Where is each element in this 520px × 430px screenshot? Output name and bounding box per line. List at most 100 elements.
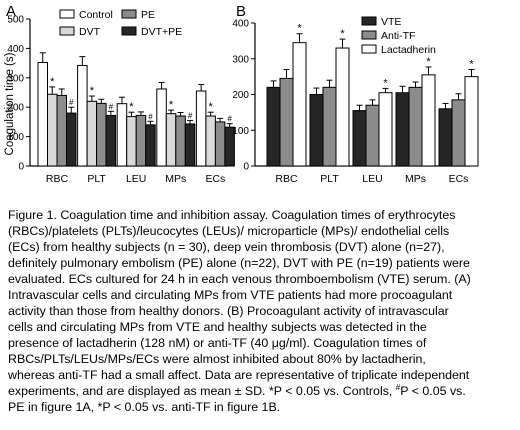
panel-b-bar [335,47,350,167]
panel-b-bar [365,104,380,167]
panel-a-y-tick-label: 300 [7,73,24,84]
panel-b-bar [266,86,281,167]
panel-b-bar [464,76,479,167]
panel-a-significance-mark: # [148,112,153,121]
panel-a-legend-swatch [121,9,137,19]
caption-line: experiments, and are displayed as mean ±… [8,382,466,398]
caption-line: Intravascular cells and circulating MPs … [8,288,453,302]
panel-a-legend-label: Control [79,9,113,21]
panel-a-bar [214,121,226,167]
panel-a-bar [37,62,48,167]
panel-b-bar [438,108,453,167]
panel-a-significance-mark: * [209,101,214,113]
panel-b-significance-mark: * [426,56,431,68]
panel-b-label: B [236,3,246,20]
panel-a-bar [195,90,207,167]
panel-b-legend-swatch [361,44,377,54]
panel-a-bar [66,112,77,167]
figure-caption: Figure 1. Coagulation time and inhibitio… [8,207,516,415]
panel-b-legend-label: Anti-TF [381,30,415,42]
panel-a-y-tick-label: 500 [7,15,24,26]
panel-b-bar [292,42,307,167]
panel-b-significance-mark: * [383,77,388,89]
panel-a-bar [116,103,128,167]
panel-a-significance-mark: * [129,101,134,113]
caption-line: definitely pulmonary embolism (PE) alone… [8,256,470,270]
panel-b-y-tick-label: 300 [232,54,249,65]
panel-a-y-tick-label: 0 [18,162,24,173]
caption-line: presence of lactadherin (128 nM) or anti… [8,336,427,350]
panel-b-significance-mark: * [469,58,474,70]
panel-a-legend-label: PE [141,9,155,21]
panel-a-significance-mark: * [169,99,174,111]
panel-a-bar [77,64,88,167]
panel-a-x-tick-label: PLT [87,173,106,185]
panel-b-significance-mark: * [297,23,302,35]
panel-b-bar [378,92,393,167]
panel-b-bar [279,77,294,167]
panel-a-legend-label: DVT [79,26,101,38]
figure-panels: A B Coagulation time (s) 0 100 200 300 400 50… [0,0,520,200]
panel-b-legend-swatch [361,16,377,26]
caption-line: whereas anti-TF had a small affect. Data… [8,368,470,382]
panel-b-x-tick-label: LEU [362,173,382,185]
panel-a-x-tick-label: LEU [126,173,146,185]
panel-a-bar [105,114,117,167]
panel-a-significance-mark: * [50,76,55,88]
panel-b-x-tick-label: MPs [405,173,426,185]
panel-b-bar [352,110,367,167]
panel-b-bar [408,86,423,167]
panel-b-legend-label: VTE [381,16,401,28]
panel-a-bar [96,102,107,167]
panel-a-bar [56,94,67,167]
panel-a-significance-mark: * [90,85,95,97]
panel-a-bar [47,93,58,167]
panel-a-bar [126,116,137,167]
caption-line: Figure 1. Coagulation time and inhibitio… [8,208,456,222]
panel-a-legend-swatch [59,9,75,19]
panel-a-bar [184,123,196,167]
panel-a-bar [165,113,177,167]
panel-b-bar [421,74,436,167]
panel-b-y-tick-label: 400 [232,19,249,30]
panel-a-x-tick-label: ECs [205,173,225,185]
panel-b-y-tick-label: 100 [232,126,249,137]
caption-line: cells and circulating MPs from VTE and h… [8,320,427,334]
panel-b-x-tick-label: ECs [449,173,469,185]
panel-b-bar [451,99,466,167]
panel-b-y-tick-label: 200 [232,90,249,101]
panel-a-bar [145,124,156,167]
panel-a-significance-mark: # [109,102,114,111]
panel-a-significance-mark: # [227,115,232,124]
caption-line-text: experiments, and are displayed as mean ±… [8,384,393,398]
panel-b-chart: 0 100 200 300 400 * RBC * PLT * LEU * MPs * ECs VTE Anti… [232,16,479,185]
panel-b-y-tick-label: 0 [243,162,249,173]
panel-b-significance-mark: * [340,28,345,40]
panel-a-x-tick-label: RBC [46,173,69,185]
caption-line: evaluated. ECs cultured for 24 h in each… [8,272,471,286]
hash-superscript: # [395,382,401,392]
figure-svg: A B Coagulation time (s) 0 100 200 300 400 50… [4,3,479,185]
caption-line: PE in figure 1A, *P < 0.05 vs. anti-TF i… [8,400,281,414]
panel-b-bar [322,86,337,167]
panel-a-y-tick-label: 400 [7,44,24,55]
panel-b-legend-label: Lactadherin [381,44,436,56]
caption-line: activity than those from healthy donors.… [8,304,449,318]
caption-line-text: P < 0.05 vs. [400,384,466,398]
caption-line: (RBCs)/platelets (PLTs)/leucocytes (LEUs… [8,224,450,238]
panel-a-bar [135,114,147,167]
panel-a-bar [205,115,216,167]
panel-a-y-tick-label: 200 [7,103,24,114]
panel-a-label: A [6,3,16,20]
panel-a-bar [156,88,167,167]
panel-a-legend-swatch [59,26,75,36]
panel-b-x-tick-label: PLT [320,173,339,185]
panel-a-significance-mark: # [188,111,193,120]
panel-a-x-tick-label: MPs [165,173,186,185]
panel-b-bar [395,92,410,167]
caption-line: (ECs) from healthy subjects (n = 30), de… [8,240,445,254]
panel-a-y-tick-label: 100 [7,132,24,143]
panel-a-chart: 0 100 200 300 400 500 * # RBC * # PLT * # LEU * # MPs * # EC… [7,9,235,185]
panel-b-legend-swatch [361,30,377,40]
panel-a-legend-swatch [121,26,137,36]
